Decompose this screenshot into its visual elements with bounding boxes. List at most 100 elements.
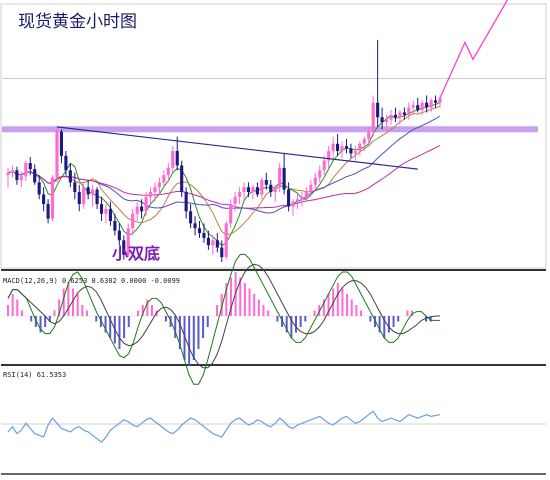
candle-body [211, 240, 215, 246]
candle-body [73, 182, 77, 193]
candle-body [380, 117, 384, 123]
candle-body [135, 206, 139, 214]
candle-body [104, 208, 108, 214]
candle-body [238, 192, 242, 197]
candle-body [6, 172, 10, 176]
candle-body [273, 187, 277, 193]
candle-body [278, 167, 282, 188]
candle-body [19, 176, 23, 180]
candle-body [304, 192, 308, 197]
candle-body [309, 184, 313, 193]
candle-body [50, 177, 55, 219]
candle-body [224, 223, 228, 258]
candle-body [300, 196, 304, 200]
candle-body [166, 167, 170, 176]
candle-body [295, 199, 300, 202]
candle-body [344, 146, 349, 149]
candle-body [144, 196, 148, 212]
candle-body [229, 204, 233, 224]
candle-body [117, 230, 121, 241]
macd-label: MACD(12,26,9) 0.6253 0.6302 0.0000 -0.00… [3, 277, 180, 285]
candle-body [340, 146, 344, 151]
candle-body [376, 102, 380, 118]
candle-body [246, 187, 251, 193]
candle-body [233, 196, 237, 205]
candle-body [425, 102, 429, 108]
candle-body [318, 170, 322, 178]
descending-trendline [56, 126, 418, 170]
candle-body [95, 189, 99, 205]
annotation-layer [56, 0, 509, 170]
candle-body [46, 204, 50, 219]
candle-body [24, 163, 28, 177]
candle-body [189, 211, 193, 224]
candle-body [215, 240, 219, 248]
candle-body [99, 204, 104, 214]
candle-body [33, 169, 37, 183]
candle-layer [6, 40, 442, 262]
candle-body [108, 208, 112, 221]
candle-body [255, 187, 259, 195]
candle-body [389, 114, 393, 120]
candle-body [197, 228, 202, 234]
macd-line-1 [7, 253, 440, 385]
candle-body [291, 201, 295, 207]
candle-body [180, 165, 184, 193]
candle-body [251, 187, 255, 193]
candle-body [384, 119, 389, 123]
candle-body [362, 138, 366, 144]
candle-body [393, 114, 398, 118]
candle-body [402, 112, 406, 115]
candle-body [407, 107, 411, 115]
candle-body [438, 97, 442, 103]
resistance-band-layer [2, 78, 546, 133]
candle-body [282, 167, 286, 190]
double-bottom-label: 小双底 [112, 244, 160, 263]
candle-body [269, 184, 273, 193]
candle-body [68, 170, 72, 183]
ma-line-4 [7, 145, 441, 209]
candle-body [64, 155, 68, 171]
candle-body [148, 192, 153, 197]
candle-body [353, 151, 357, 154]
ma-line-2 [7, 105, 441, 236]
ma-line-1 [7, 101, 441, 247]
macd-line-2 [7, 263, 440, 369]
candle-body [349, 148, 353, 154]
candle-body [242, 187, 246, 193]
candle-body [140, 206, 144, 212]
candle-body [131, 213, 135, 229]
candle-body [331, 143, 335, 151]
candle-body [398, 112, 402, 118]
candle-body [86, 187, 90, 195]
candle-body [322, 160, 326, 171]
candle-body [206, 237, 210, 246]
candle-body [162, 175, 166, 183]
candle-body [175, 151, 179, 166]
projection-arrow-path [439, 0, 509, 99]
candle-body [126, 228, 130, 255]
candle-body [113, 220, 117, 231]
macd-layer [2, 253, 440, 385]
candle-body [184, 192, 188, 212]
candle-body [429, 100, 433, 108]
candle-body [91, 189, 95, 195]
candle-body [287, 189, 291, 207]
candle-body [358, 143, 362, 151]
candle-body [42, 194, 46, 205]
rsi-line [7, 410, 441, 444]
candle-body [10, 170, 15, 173]
candle-body [202, 233, 206, 238]
candle-body [122, 240, 126, 255]
candle-body [416, 105, 420, 110]
candle-body [55, 131, 59, 178]
candle-body [171, 151, 175, 168]
candle-body [420, 102, 424, 110]
candle-body [220, 247, 224, 258]
rsi-label: RSI(14) 61.5353 [3, 371, 66, 379]
moving-average-layer [7, 101, 441, 247]
candle-body [59, 131, 64, 156]
candle-body [367, 131, 371, 139]
